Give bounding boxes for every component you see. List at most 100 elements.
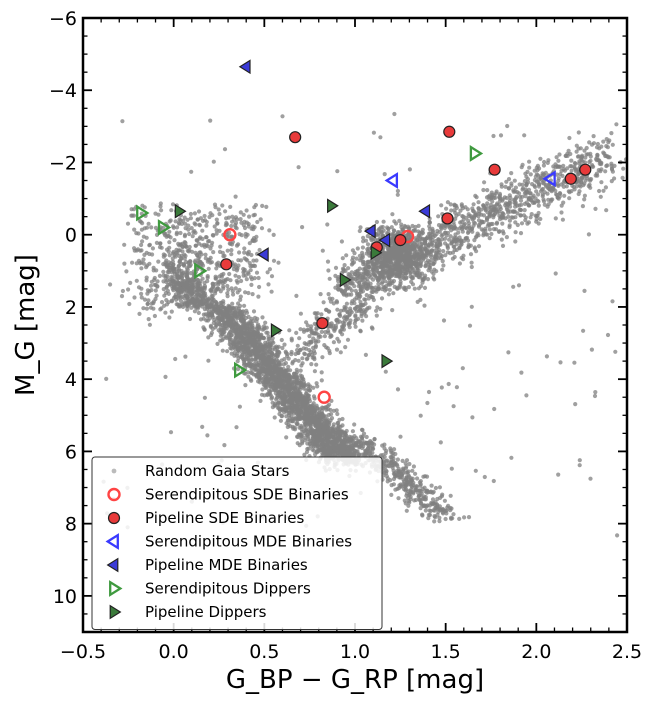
gaia-star-point [277,379,282,385]
gaia-star-point [360,427,365,433]
gaia-star-point [250,238,255,243]
gaia-star-point [430,497,436,502]
gaia-star-point [221,271,226,277]
gaia-star-point [294,367,299,372]
gaia-star-point [267,228,272,233]
gaia-star-point [221,284,226,289]
gaia-star-point [410,245,415,250]
gaia-star-point [276,383,281,388]
gaia-star-point [130,260,135,265]
gaia-star-point [327,402,332,407]
gaia-star-point [158,241,163,246]
gaia-star-point [242,344,247,349]
gaia-star-point [170,251,175,256]
gaia-star-point [178,230,183,236]
gaia-star-point [331,428,336,433]
gaia-star-point [159,208,164,213]
gaia-star-point [370,445,375,450]
gaia-star-point [303,411,308,416]
gaia-star-point [603,169,608,174]
gaia-star-point [246,374,251,379]
gaia-star-point [238,294,243,299]
gaia-star-point [271,258,277,263]
gaia-star-point [270,395,275,400]
gaia-star-point [459,255,464,260]
gaia-star-point [208,288,213,293]
gaia-star-point [327,276,332,281]
gaia-star-point [353,440,358,446]
gaia-star-point [156,259,161,264]
gaia-star-point [208,302,213,307]
gaia-star-point [431,261,436,266]
gaia-star-point [269,364,274,369]
gaia-star-point [444,511,449,516]
gaia-star-point [136,258,141,263]
gaia-star-point [229,351,234,356]
gaia-star-point [316,424,321,429]
gaia-star-point [154,268,159,273]
gaia-star-point [204,235,209,240]
gaia-star-point [326,292,331,297]
gaia-star-point [204,298,209,303]
gaia-star-point [166,267,172,273]
gaia-star-point [432,267,437,272]
gaia-star-point [187,231,192,237]
gaia-star-point [333,273,338,278]
gaia-star-point [175,225,180,230]
gaia-star-point [299,374,305,379]
gaia-star-point [247,214,252,219]
gaia-star-point [311,385,316,390]
gaia-star-point [220,323,225,328]
gaia-star-point [546,202,551,207]
gaia-star-point [573,161,578,166]
gaia-star-point [248,370,253,375]
gaia-star-point [207,214,212,220]
gaia-star-point [199,243,204,248]
gaia-star-point [192,221,197,226]
gaia-star-point [202,218,208,223]
gaia-star-point [292,425,297,430]
gaia-star-point [139,248,144,253]
gaia-star-point [215,304,220,309]
gaia-star-point [244,310,250,315]
gaia-star-point [208,323,213,328]
gaia-star-point [458,220,463,225]
gaia-star-point [225,291,230,296]
gaia-star-point [163,290,168,296]
gaia-star-point [218,309,223,314]
gaia-star-point [128,280,133,285]
gaia-star-point [296,389,301,395]
gaia-star-point [196,310,201,315]
gaia-star-point [266,382,271,387]
gaia-star-point [322,433,327,438]
gaia-star-point [179,290,184,295]
gaia-star-point [381,219,386,224]
gaia-star-point [326,268,331,273]
gaia-star-point [518,198,524,203]
gaia-star-point [284,373,289,378]
gaia-star-point [475,231,480,236]
gaia-star-point [231,329,236,334]
gaia-star-point [162,233,168,238]
gaia-star-point [567,135,572,141]
gaia-star-point [430,501,435,506]
gaia-star-point [426,512,431,518]
gaia-star-point [527,159,532,164]
gaia-star-point [361,239,366,244]
gaia-star-point [319,370,324,375]
gaia-star-point [108,282,113,287]
gaia-star-point [233,346,238,352]
gaia-star-point [266,337,271,342]
gaia-star-point [305,441,310,446]
gaia-star-point [519,202,524,207]
gaia-star-point [423,508,428,513]
gaia-star-point [196,278,201,283]
gaia-star-point [500,243,506,248]
gaia-star-point [404,493,409,498]
gaia-star-point [271,340,276,345]
gaia-star-point [180,279,185,284]
gaia-star-point [408,478,414,483]
gaia-star-point [161,252,166,257]
gaia-star-point [529,212,534,217]
gaia-star-point [146,221,151,226]
